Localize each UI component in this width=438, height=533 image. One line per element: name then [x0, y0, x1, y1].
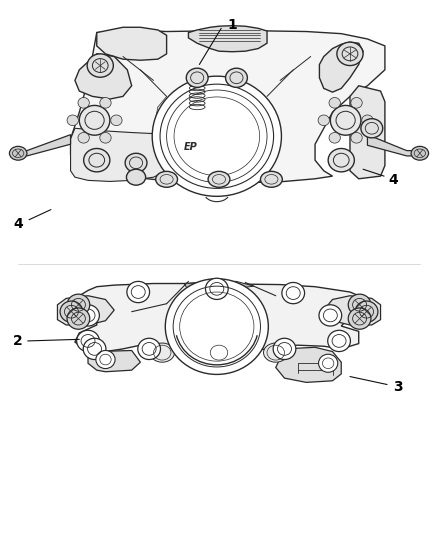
Ellipse shape [264, 343, 288, 362]
Ellipse shape [10, 147, 27, 160]
Polygon shape [57, 296, 114, 325]
Ellipse shape [330, 106, 361, 135]
Ellipse shape [186, 68, 208, 87]
Ellipse shape [208, 171, 230, 187]
Ellipse shape [329, 98, 340, 108]
Text: 1: 1 [227, 18, 237, 31]
Ellipse shape [127, 281, 150, 303]
Text: 3: 3 [393, 380, 403, 394]
Ellipse shape [60, 301, 83, 322]
Ellipse shape [96, 351, 115, 368]
Ellipse shape [77, 330, 99, 352]
Ellipse shape [84, 149, 110, 172]
Polygon shape [367, 135, 420, 156]
Text: EP: EP [184, 142, 198, 152]
Polygon shape [71, 30, 385, 182]
Ellipse shape [411, 147, 428, 160]
Ellipse shape [348, 294, 371, 316]
Ellipse shape [138, 338, 160, 360]
Polygon shape [97, 27, 166, 60]
Ellipse shape [282, 282, 304, 304]
Ellipse shape [337, 42, 363, 66]
Ellipse shape [261, 171, 283, 187]
Polygon shape [75, 284, 367, 356]
Ellipse shape [328, 149, 354, 172]
Text: 4: 4 [389, 173, 399, 187]
Ellipse shape [79, 106, 110, 135]
Polygon shape [18, 135, 71, 156]
Ellipse shape [226, 68, 247, 87]
Ellipse shape [77, 305, 99, 326]
Ellipse shape [150, 343, 174, 362]
Polygon shape [184, 281, 254, 290]
Polygon shape [188, 26, 267, 52]
Ellipse shape [78, 133, 89, 143]
Ellipse shape [207, 343, 231, 362]
Ellipse shape [87, 54, 113, 77]
Ellipse shape [67, 115, 78, 126]
Ellipse shape [329, 133, 340, 143]
Ellipse shape [351, 133, 362, 143]
Ellipse shape [155, 171, 177, 187]
Text: 2: 2 [12, 334, 22, 348]
Ellipse shape [78, 98, 89, 108]
Text: 4: 4 [13, 217, 23, 231]
Ellipse shape [273, 338, 296, 360]
Ellipse shape [351, 98, 362, 108]
Polygon shape [88, 351, 141, 372]
Ellipse shape [328, 330, 350, 352]
Ellipse shape [67, 294, 90, 316]
Ellipse shape [318, 115, 329, 126]
Polygon shape [350, 86, 385, 179]
Ellipse shape [362, 115, 373, 126]
Ellipse shape [165, 279, 268, 374]
Ellipse shape [127, 169, 146, 185]
Ellipse shape [318, 354, 338, 372]
Ellipse shape [361, 119, 383, 138]
Ellipse shape [205, 278, 228, 300]
Polygon shape [324, 296, 381, 325]
Ellipse shape [355, 301, 378, 322]
Ellipse shape [100, 133, 111, 143]
Polygon shape [276, 348, 341, 382]
Ellipse shape [100, 98, 111, 108]
Polygon shape [71, 128, 166, 181]
Ellipse shape [83, 338, 106, 360]
Ellipse shape [152, 76, 282, 196]
Polygon shape [75, 54, 132, 99]
Ellipse shape [348, 308, 371, 329]
Ellipse shape [125, 154, 147, 172]
Polygon shape [319, 42, 363, 92]
Ellipse shape [67, 308, 90, 329]
Ellipse shape [319, 305, 342, 326]
Ellipse shape [111, 115, 122, 126]
